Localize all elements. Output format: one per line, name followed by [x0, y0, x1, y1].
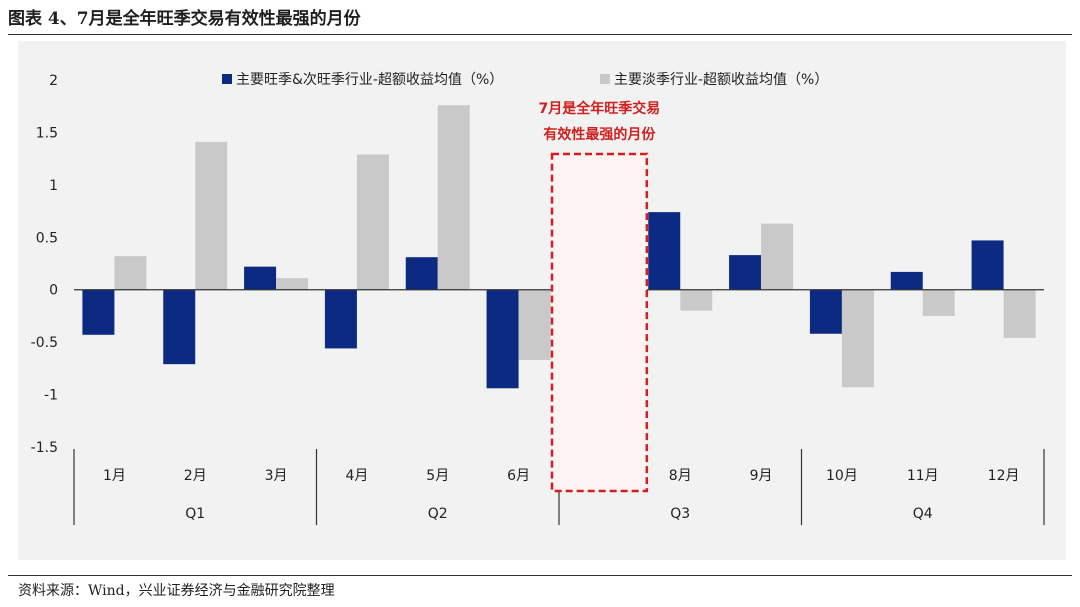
x-tick-label: 5月 — [426, 468, 449, 484]
bar-s2-2 — [195, 141, 228, 290]
group-label: Q1 — [185, 506, 205, 522]
bar-s1-9 — [729, 255, 762, 290]
x-tick-label: 4月 — [345, 468, 368, 484]
y-tick-label: 2 — [49, 73, 58, 89]
x-tick-label: 6月 — [507, 468, 530, 484]
y-tick-label: 1 — [49, 178, 58, 194]
x-tick-label: 3月 — [265, 468, 288, 484]
x-tick-label: 8月 — [669, 468, 692, 484]
legend-swatch-1 — [222, 74, 232, 84]
bar-s1-4 — [324, 289, 357, 349]
figure-title: 图表 4、7月是全年旺季交易有效性最强的月份 — [8, 9, 361, 29]
bar-s1-2 — [163, 289, 196, 365]
bar-s2-4 — [356, 154, 389, 290]
legend-label-1: 主要旺季&次旺季行业-超额收益均值（%） — [236, 72, 503, 88]
x-tick-label: 1月 — [103, 468, 126, 484]
bar-s1-6 — [486, 289, 519, 389]
highlight-box — [550, 152, 649, 493]
bar-s2-6 — [518, 289, 551, 360]
bar-s1-10 — [809, 289, 842, 334]
x-tick-label: 2月 — [184, 468, 207, 484]
bar-chart: 21.510.50-0.5-1-1.51月2月3月4月5月6月7月8月9月10月… — [31, 72, 1045, 525]
x-tick-label: 9月 — [750, 468, 773, 484]
annotation-text: 有效性最强的月份 — [543, 126, 656, 143]
bar-s1-8 — [648, 212, 681, 290]
title-divider — [8, 34, 1072, 35]
annotation-text: 7月是全年旺季交易 — [539, 100, 661, 117]
x-tick-label: 10月 — [826, 468, 858, 484]
y-tick-label: 1.5 — [36, 125, 58, 141]
x-tick-label: 12月 — [988, 468, 1020, 484]
bar-s1-12 — [971, 240, 1004, 290]
y-tick-label: 0.5 — [36, 230, 58, 246]
bar-s2-12 — [1003, 289, 1036, 338]
bar-s1-3 — [244, 266, 277, 290]
group-label: Q2 — [428, 506, 448, 522]
bar-s1-5 — [405, 257, 438, 290]
bar-s2-1 — [114, 256, 147, 290]
source-divider — [8, 575, 1072, 576]
source-note: 资料来源：Wind，兴业证券经济与金融研究院整理 — [18, 583, 335, 599]
x-tick-label: 11月 — [907, 468, 939, 484]
bar-s2-8 — [680, 289, 713, 311]
y-tick-label: -1 — [44, 388, 58, 404]
legend-label-2: 主要淡季行业-超额收益均值（%） — [614, 72, 828, 88]
bar-s1-1 — [82, 289, 115, 335]
bar-s2-5 — [437, 105, 470, 290]
group-label: Q3 — [670, 506, 690, 522]
y-tick-label: -0.5 — [31, 335, 58, 351]
bar-s2-11 — [922, 289, 955, 316]
chart-panel: 21.510.50-0.5-1-1.51月2月3月4月5月6月7月8月9月10月… — [18, 41, 1066, 560]
bar-s2-10 — [841, 289, 874, 388]
bar-s2-3 — [276, 278, 309, 290]
y-tick-label: 0 — [49, 283, 58, 299]
bar-s1-11 — [890, 271, 923, 290]
bar-s2-9 — [761, 223, 794, 290]
legend-swatch-2 — [600, 74, 610, 84]
y-tick-label: -1.5 — [31, 440, 58, 456]
group-label: Q4 — [913, 506, 933, 522]
